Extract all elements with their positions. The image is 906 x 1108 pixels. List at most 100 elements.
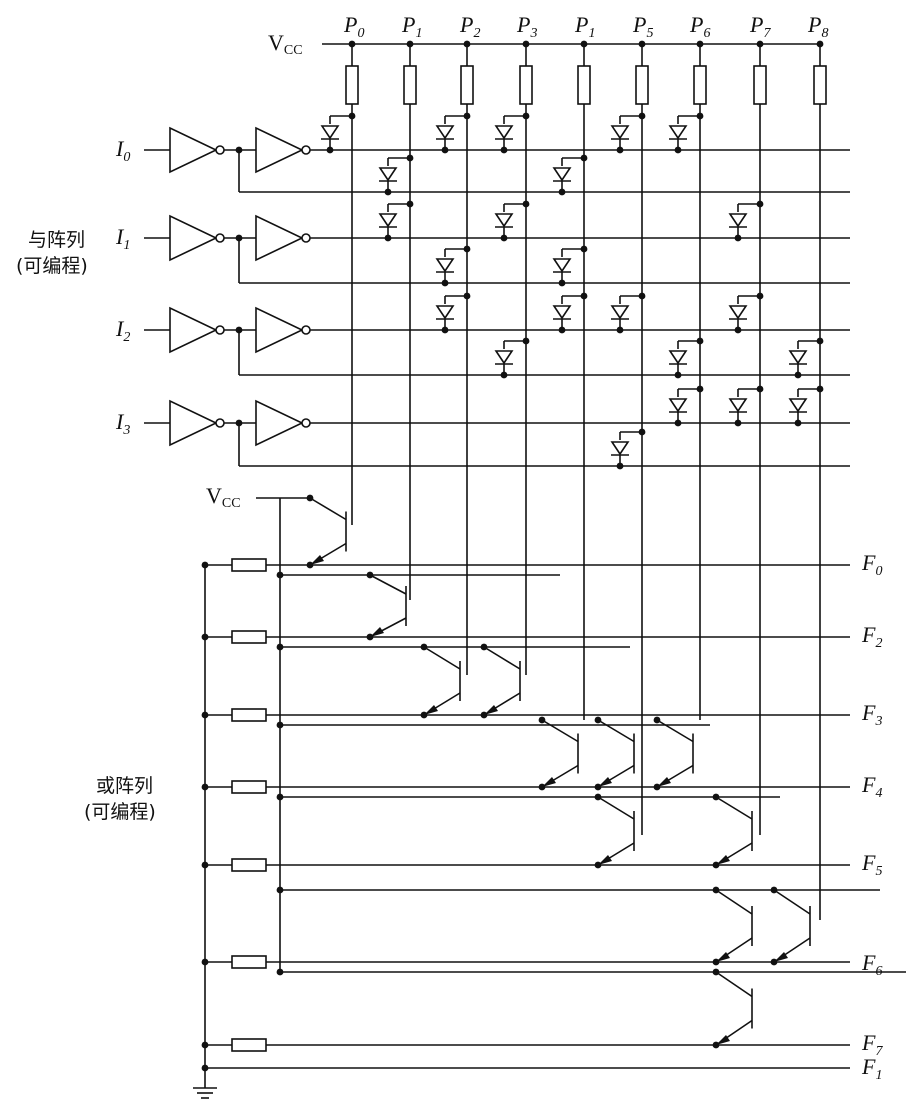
column-dot <box>638 292 646 300</box>
diode-triangle <box>552 258 572 273</box>
emitter-dot <box>594 783 602 791</box>
emitter-dot <box>306 561 314 569</box>
diode-triangle <box>610 441 630 456</box>
vcc-lower-label: VCC <box>206 483 241 511</box>
output-label-f3: F3 <box>861 700 882 729</box>
transistor-4 <box>538 716 579 791</box>
emitter-dot <box>712 958 720 966</box>
or-array-label: 或阵列 <box>96 775 153 797</box>
emitter-dot <box>420 711 428 719</box>
junction-dot <box>201 783 209 791</box>
emitter-arrow <box>774 952 788 962</box>
emitter-arrow <box>716 1035 730 1045</box>
row-dot <box>616 326 624 334</box>
diode-7 <box>378 200 414 242</box>
input-label-2: I2 <box>115 316 130 345</box>
diode-2 <box>494 112 530 154</box>
vcc-junction-dot <box>638 40 646 48</box>
vcc-top-label: VCC <box>268 30 303 58</box>
diode-triangle <box>378 167 398 182</box>
pulldown-resistor-2 <box>231 708 267 722</box>
inverter-bubble <box>301 145 311 155</box>
emitter-dot <box>594 861 602 869</box>
pulldown-resistor-5 <box>231 955 267 969</box>
collector-wire <box>541 719 579 743</box>
diode-triangle <box>435 258 455 273</box>
diode-11 <box>552 245 588 287</box>
row-dot <box>384 234 392 242</box>
pullup-resistor-2 <box>460 65 474 105</box>
collector-dot <box>538 716 546 724</box>
input-labels: I0 I1 I2 I3 <box>115 136 130 438</box>
output-labels: F0 F2 F3 F4 F5 F6 F7 F1 <box>861 550 883 1083</box>
output-label-f7: F7 <box>861 1030 883 1059</box>
emitter-dot <box>538 783 546 791</box>
input-label-1: I1 <box>115 224 130 253</box>
row-dot <box>794 419 802 427</box>
emitter-arrow <box>310 555 324 565</box>
column-dot <box>816 337 824 345</box>
and-array-sublabel: (可编程) <box>16 255 88 277</box>
transistor-7 <box>594 793 635 869</box>
collector-dot <box>420 643 428 651</box>
vcc-junction-dot <box>816 40 824 48</box>
row-dot <box>734 234 742 242</box>
row-dot <box>441 279 449 287</box>
column-dot <box>580 292 588 300</box>
emitter-dot <box>653 783 661 791</box>
collector-dot <box>712 793 720 801</box>
emitter-arrow <box>484 705 498 715</box>
inverter-2-1 <box>255 214 304 262</box>
vcc-junction-dot <box>696 40 704 48</box>
pullup-resistor-6 <box>693 65 707 105</box>
diode-triangle <box>610 125 630 140</box>
column-dot <box>756 385 764 393</box>
emitter-arrow <box>716 952 730 962</box>
diode-10 <box>435 245 471 287</box>
p-label-3: P3 <box>516 12 537 41</box>
collector-dot <box>480 643 488 651</box>
junction-dot <box>201 958 209 966</box>
junction-dot <box>276 571 284 579</box>
pullup-resistor-0 <box>345 65 359 105</box>
row-dot <box>734 326 742 334</box>
collector-wire <box>369 574 407 595</box>
pullup-resistor-7 <box>753 65 767 105</box>
diode-17 <box>668 337 704 379</box>
transistor-8 <box>712 793 753 869</box>
diode-4 <box>668 112 704 154</box>
transistor-5 <box>594 716 635 791</box>
diode-14 <box>610 292 646 334</box>
and-array-diodes <box>320 112 824 470</box>
column-dot <box>406 200 414 208</box>
transistor-1 <box>366 571 407 641</box>
output-label-f0: F0 <box>861 550 882 579</box>
row-dot <box>500 234 508 242</box>
row-dot <box>558 188 566 196</box>
output-label-f2: F2 <box>861 622 882 651</box>
collector-wire <box>423 646 461 670</box>
diode-triangle <box>494 125 514 140</box>
column-dot <box>580 154 588 162</box>
diode-triangle <box>728 213 748 228</box>
diode-22 <box>610 428 646 470</box>
transistor-6 <box>653 716 694 791</box>
p-label-5: P5 <box>632 12 653 41</box>
diode-triangle <box>728 305 748 320</box>
pulldown-resistor-6 <box>231 1038 267 1052</box>
row-dot <box>616 462 624 470</box>
or-array-transistors <box>306 494 811 1049</box>
diode-triangle <box>552 305 572 320</box>
collector-wire <box>715 796 753 820</box>
collector-dot <box>712 968 720 976</box>
transistor-2 <box>420 643 461 719</box>
diode-6 <box>552 154 588 196</box>
diode-triangle <box>668 398 688 413</box>
column-dot <box>580 245 588 253</box>
transistor-10 <box>770 886 811 966</box>
pullup-resistor-4 <box>577 65 591 105</box>
inverter-2-3 <box>255 399 304 447</box>
column-dot <box>696 385 704 393</box>
junction-dot <box>201 711 209 719</box>
